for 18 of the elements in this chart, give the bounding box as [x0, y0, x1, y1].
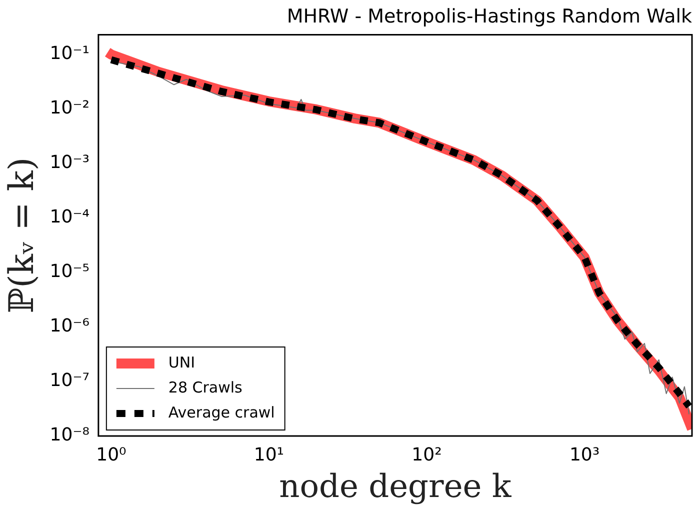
legend-label: Average crawl	[168, 403, 275, 422]
y-tick-label: 10⁻⁸	[50, 424, 90, 446]
x-tick-label: 10⁰	[96, 444, 126, 466]
legend-label: UNI	[168, 353, 196, 372]
x-axis-title: node degree k	[279, 467, 512, 506]
y-tick-label: 10⁻⁴	[50, 206, 90, 228]
legend-label: 28 Crawls	[168, 378, 243, 396]
y-tick-label: 10⁻⁵	[50, 261, 90, 282]
y-tick-label: 10⁻³	[50, 152, 90, 174]
y-tick-label: 10⁻²	[50, 98, 90, 119]
y-tick-label: 10⁻⁶	[50, 316, 90, 337]
x-tick-label: 10¹	[254, 444, 284, 466]
y-axis-title: ℙ(kᵥ = k)	[2, 157, 42, 314]
x-tick-label: 10²	[412, 444, 442, 466]
y-tick-label: 10⁻¹	[50, 43, 90, 64]
chart-title: MHRW - Metropolis-Hastings Random Walk	[286, 5, 692, 28]
y-tick-label: 10⁻⁷	[50, 370, 90, 392]
x-tick-label: 10³	[569, 444, 600, 466]
